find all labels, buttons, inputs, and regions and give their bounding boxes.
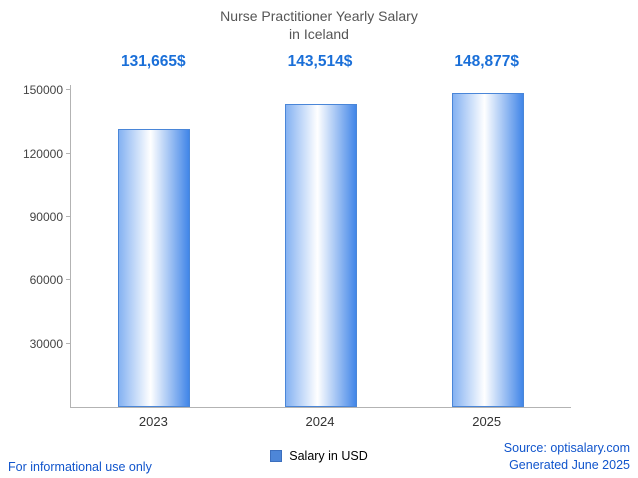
legend-label: Salary in USD bbox=[289, 449, 368, 463]
bar-value-label: 148,877$ bbox=[454, 53, 519, 70]
bars-container bbox=[71, 85, 571, 407]
bar-2025[interactable] bbox=[451, 93, 524, 407]
bar-column bbox=[238, 85, 405, 407]
x-axis-labels: 2023 2024 2025 bbox=[70, 414, 570, 429]
footer-source-block: Source: optisalary.com Generated June 20… bbox=[504, 440, 630, 474]
bar-column bbox=[404, 85, 571, 407]
y-axis-tick-label: 30000 bbox=[29, 336, 63, 351]
bar-2024[interactable] bbox=[285, 104, 357, 407]
bar-column bbox=[71, 85, 238, 407]
y-axis-tick-mark bbox=[66, 279, 71, 281]
bar-value-label: 131,665$ bbox=[121, 53, 186, 70]
y-axis-tick-mark bbox=[66, 342, 71, 344]
plot-area: 30000 60000 90000 120000 150000 bbox=[23, 83, 571, 408]
y-axis-tick-mark bbox=[66, 89, 71, 91]
chart-title-line2: in Iceland bbox=[289, 26, 349, 42]
generated-date: Generated June 2025 bbox=[509, 458, 630, 472]
y-axis-tick-mark bbox=[66, 152, 71, 154]
x-axis-label: 2023 bbox=[138, 414, 168, 429]
legend: Salary in USD bbox=[0, 449, 638, 463]
disclaimer-text: For informational use only bbox=[8, 460, 152, 474]
x-axis-label: 2024 bbox=[305, 414, 335, 429]
legend-swatch-icon bbox=[270, 450, 283, 462]
chart-title-line1: Nurse Practitioner Yearly Salary bbox=[220, 8, 418, 24]
y-axis-tick-label: 90000 bbox=[29, 209, 63, 224]
y-axis-tick-label: 120000 bbox=[22, 146, 63, 161]
y-axis-tick-label: 150000 bbox=[22, 83, 63, 98]
chart-title: Nurse Practitioner Yearly Salary in Icel… bbox=[0, 7, 638, 43]
x-axis-label: 2025 bbox=[472, 414, 502, 429]
source-link[interactable]: Source: optisalary.com bbox=[503, 441, 630, 455]
y-axis-tick-mark bbox=[66, 215, 71, 217]
bar-2023[interactable] bbox=[118, 129, 191, 407]
value-labels-row: 131,665$ 143,514$ 148,877$ bbox=[70, 53, 570, 71]
y-axis-tick-label: 60000 bbox=[29, 273, 63, 288]
bar-value-label: 143,514$ bbox=[287, 53, 353, 70]
